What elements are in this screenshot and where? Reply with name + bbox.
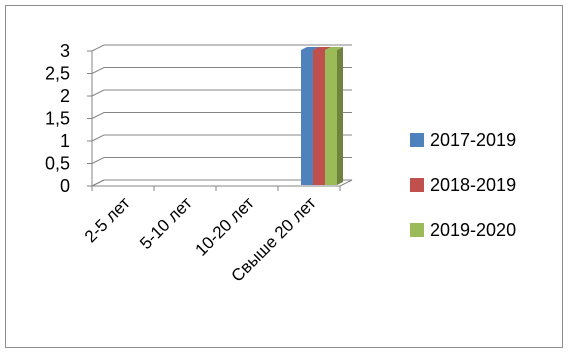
gridline <box>91 44 352 52</box>
bars <box>301 47 343 185</box>
bar-top <box>325 47 343 50</box>
legend-swatch <box>410 178 424 192</box>
y-tick-label: 0,5 <box>45 154 70 174</box>
bar-front <box>301 50 313 185</box>
axes <box>87 50 341 191</box>
legend-swatch <box>410 223 424 237</box>
legend-label: 2017-2019 <box>430 130 516 150</box>
y-tick-label: 2,5 <box>45 64 70 84</box>
y-tick-label: 1 <box>60 131 70 151</box>
gridlines <box>91 44 352 187</box>
y-tick-label: 0 <box>60 176 70 196</box>
gridline <box>91 89 352 97</box>
chart-frame <box>5 5 563 348</box>
legend: 2017-2019 2018-2019 2019-2020 <box>410 130 516 240</box>
gridline <box>91 112 352 119</box>
gridline <box>91 179 352 187</box>
legend-swatch <box>410 133 424 147</box>
legend-label: 2018-2019 <box>430 175 516 195</box>
y-tick-label: 2 <box>60 86 70 106</box>
bar-side <box>337 47 343 185</box>
x-tick-label: 2-5 лет <box>81 193 134 246</box>
bar-front <box>313 50 325 185</box>
legend-label: 2019-2020 <box>430 220 516 240</box>
x-tick-label: 5-10 лет <box>136 193 196 253</box>
y-tick-labels: 00,5 11,5 22,5 3 <box>45 41 70 196</box>
gridline <box>91 67 352 74</box>
x-tick-label: 10-20 лет <box>191 193 257 259</box>
y-tick-label: 3 <box>60 41 70 61</box>
gridline <box>91 157 352 164</box>
y-tick-label: 1,5 <box>45 109 70 129</box>
gridline <box>91 134 352 142</box>
bar-front <box>325 50 337 185</box>
